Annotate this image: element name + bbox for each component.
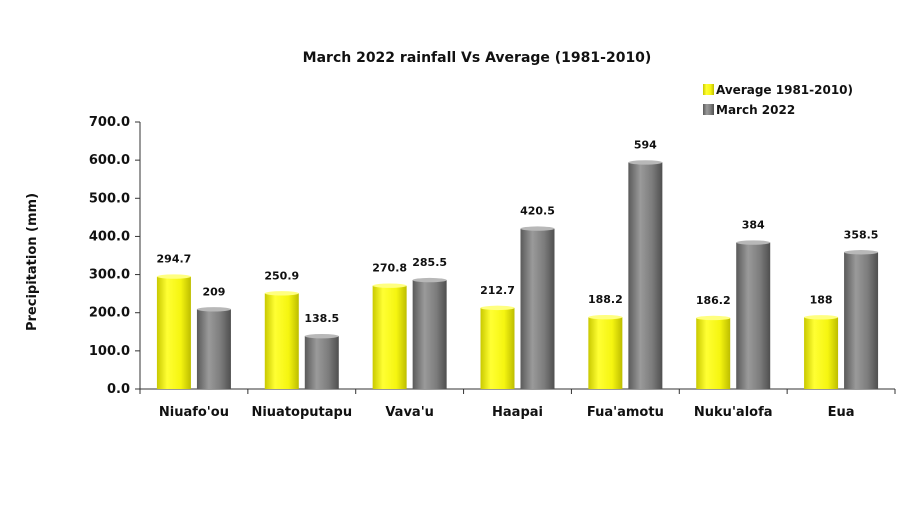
data-label-march-2022: 209 bbox=[202, 285, 225, 298]
data-label-average: 188 bbox=[810, 293, 833, 306]
legend-label-average: Average 1981-2010) bbox=[716, 83, 853, 97]
bar-top-cap bbox=[196, 307, 231, 312]
bar-march-2022 bbox=[844, 252, 879, 389]
bar-top-cap bbox=[264, 291, 299, 296]
legend-label-march-2022: March 2022 bbox=[716, 103, 795, 117]
bar-top-cap bbox=[736, 240, 771, 245]
bar-top-cap bbox=[156, 274, 191, 279]
chart-title: March 2022 rainfall Vs Average (1981-201… bbox=[303, 50, 652, 66]
y-tick-label: 0.0 bbox=[107, 382, 130, 397]
data-label-average: 186.2 bbox=[696, 294, 731, 307]
y-tick-label: 300.0 bbox=[89, 268, 130, 283]
y-axis-label: Precipitation (mm) bbox=[25, 193, 40, 331]
legend: Average 1981-2010) March 2022 bbox=[703, 83, 853, 117]
x-category-label: Niuatoputapu bbox=[251, 405, 352, 420]
bar-average bbox=[588, 317, 623, 389]
y-tick-label: 200.0 bbox=[89, 306, 130, 321]
bar-average bbox=[804, 317, 839, 389]
y-tick-label: 100.0 bbox=[89, 344, 130, 359]
bar-top-cap bbox=[480, 305, 515, 311]
data-label-march-2022: 420.5 bbox=[520, 205, 555, 218]
x-category-label: Eua bbox=[828, 405, 855, 420]
bar-top-cap bbox=[588, 315, 623, 320]
bar-average bbox=[696, 317, 731, 389]
x-category-label: Nuku'alofa bbox=[694, 405, 773, 420]
bar-march-2022 bbox=[736, 242, 771, 389]
y-tick-label: 700.0 bbox=[89, 115, 130, 130]
bar-top-cap bbox=[628, 160, 663, 165]
data-label-march-2022: 358.5 bbox=[844, 228, 879, 241]
bar-top-cap bbox=[412, 277, 447, 283]
data-label-march-2022: 594 bbox=[634, 138, 657, 151]
bar-average bbox=[372, 285, 407, 389]
data-label-average: 294.7 bbox=[157, 253, 192, 266]
bar-top-cap bbox=[804, 315, 839, 320]
data-label-march-2022: 285.5 bbox=[412, 256, 447, 269]
y-tick-label: 400.0 bbox=[89, 229, 130, 244]
bar-average bbox=[480, 307, 515, 389]
bar-average bbox=[264, 293, 299, 389]
bar-march-2022 bbox=[520, 228, 555, 389]
bar-average bbox=[156, 276, 191, 389]
data-label-march-2022: 384 bbox=[742, 219, 765, 232]
bar-top-cap bbox=[304, 333, 339, 339]
bar-top-cap bbox=[844, 250, 879, 255]
data-label-average: 250.9 bbox=[264, 269, 299, 282]
data-label-average: 212.7 bbox=[480, 284, 515, 297]
legend-swatch-average bbox=[703, 84, 714, 95]
bars bbox=[156, 160, 879, 389]
bar-top-cap bbox=[696, 315, 731, 321]
data-label-average: 188.2 bbox=[588, 293, 623, 306]
x-axis: Niuafo'ou Niuatoputapu Vava'u Haapai Fua'amo… bbox=[139, 388, 896, 420]
bar-march-2022 bbox=[304, 336, 339, 389]
y-axis: 0.0 100.0 200.0 300.0 400.0 500.0 600.0 700.0 bbox=[89, 115, 141, 397]
data-label-march-2022: 138.5 bbox=[304, 312, 339, 325]
data-label-average: 270.8 bbox=[372, 262, 407, 275]
bar-march-2022 bbox=[196, 309, 231, 389]
bar-march-2022 bbox=[628, 162, 663, 389]
bar-top-cap bbox=[520, 226, 555, 231]
bar-labels: 294.7 250.9 270.8 212.7 188.2 186.2 188 209 138.… bbox=[157, 138, 879, 325]
x-category-label: Vava'u bbox=[385, 405, 434, 420]
x-category-label: Niuafo'ou bbox=[159, 405, 229, 420]
bar-top-cap bbox=[372, 283, 407, 288]
y-tick-label: 500.0 bbox=[89, 191, 130, 206]
x-category-label: Haapai bbox=[492, 405, 543, 420]
x-category-label: Fua'amotu bbox=[587, 405, 664, 420]
legend-swatch-march-2022 bbox=[703, 104, 714, 115]
bar-march-2022 bbox=[412, 280, 447, 389]
y-tick-label: 600.0 bbox=[89, 153, 130, 168]
